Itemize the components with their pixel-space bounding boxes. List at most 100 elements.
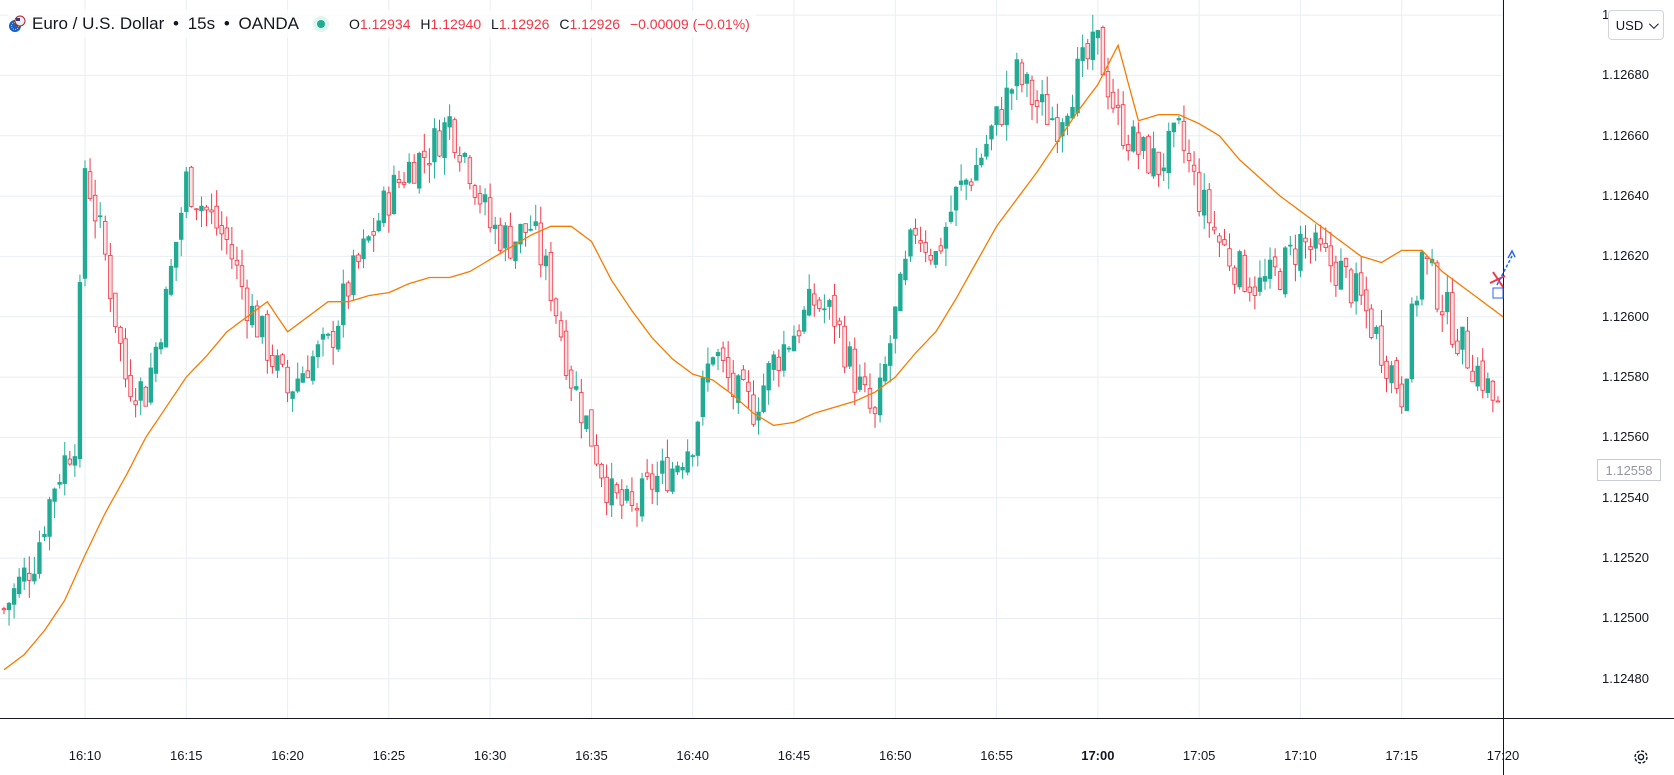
- candle-body: [1267, 259, 1273, 279]
- time-tick-label: 16:30: [473, 748, 507, 763]
- candle-body: [872, 407, 878, 415]
- candle-body: [346, 282, 351, 297]
- time-tick-label: 17:10: [1284, 748, 1317, 763]
- gear-icon[interactable]: [1630, 746, 1652, 768]
- price-tick-label: 1.12580: [1602, 369, 1649, 385]
- candle-body: [330, 331, 336, 348]
- time-tick-label: 16:40: [676, 748, 709, 763]
- candle-body: [214, 205, 219, 229]
- candle-body: [655, 475, 660, 493]
- candle-body: [173, 241, 179, 268]
- time-tick-label: 16:45: [777, 748, 811, 763]
- candle-body: [963, 179, 969, 185]
- candle-body: [579, 392, 584, 424]
- candle-body: [1257, 277, 1263, 292]
- candle-body: [1374, 326, 1379, 335]
- candle-body: [204, 206, 209, 211]
- candle-body: [1019, 62, 1025, 86]
- candle-body: [1460, 326, 1465, 350]
- candle-body: [371, 231, 376, 236]
- candle-body: [260, 315, 265, 338]
- candle-body: [128, 375, 133, 398]
- time-tick-label: 16:35: [575, 748, 608, 763]
- candle-body: [92, 194, 98, 222]
- candle-body: [179, 212, 184, 240]
- chevron-down-icon: [1649, 18, 1660, 29]
- price-tick-label: 1.12680: [1602, 67, 1649, 83]
- candle-body: [148, 367, 154, 403]
- candle-body: [903, 258, 908, 281]
- candle-body: [143, 386, 148, 407]
- candles: [1, 14, 1501, 626]
- candle-body: [1151, 148, 1156, 177]
- price-tick-label: 1.12480: [1602, 670, 1649, 686]
- candle-body: [351, 255, 356, 296]
- candle-body: [614, 484, 619, 494]
- candle-body: [11, 588, 17, 605]
- candle-body: [675, 465, 680, 473]
- candle-body: [670, 468, 675, 492]
- candle-body: [305, 370, 311, 379]
- candle-body: [958, 180, 964, 185]
- candle-body: [1409, 303, 1415, 380]
- candle-body: [888, 343, 893, 366]
- candle-body: [1075, 58, 1080, 114]
- candle-body: [776, 356, 782, 371]
- candle-body: [52, 488, 57, 502]
- candle-body: [477, 193, 483, 205]
- symbol-title[interactable]: Euro / U.S. Dollar • 15s • OANDA: [32, 14, 299, 34]
- candle-body: [16, 576, 22, 595]
- candle-body: [969, 181, 974, 186]
- candle-body: [771, 354, 776, 370]
- candle-body: [877, 377, 883, 416]
- candle-body: [1115, 104, 1121, 109]
- time-tick-label: 17:00: [1081, 748, 1115, 763]
- candle-body: [751, 394, 756, 425]
- candle-body: [118, 326, 123, 344]
- candle-body: [680, 466, 685, 471]
- interval-label: 15s: [187, 14, 216, 33]
- candle-body: [842, 325, 847, 368]
- candle-body: [1303, 237, 1308, 243]
- candle-body: [1161, 167, 1166, 172]
- candle-body: [1313, 232, 1318, 249]
- candle-body: [1217, 235, 1222, 243]
- candle-body: [249, 305, 255, 326]
- candle-body: [741, 369, 746, 380]
- candle-body: [710, 357, 716, 365]
- candle-body: [325, 333, 331, 336]
- change-value: −0.00009 (−0.01%): [629, 16, 750, 32]
- candle-body: [781, 344, 787, 371]
- candle-body: [123, 338, 128, 380]
- candle-body: [690, 455, 695, 457]
- euro-flag-icon[interactable]: [8, 15, 26, 33]
- candle-body: [984, 143, 989, 157]
- time-tick-label: 17:15: [1385, 748, 1418, 763]
- candle-body: [391, 174, 397, 215]
- currency-button[interactable]: USD: [1608, 10, 1664, 40]
- last-price-badge: 1.12558: [1597, 459, 1661, 481]
- candle-body: [731, 372, 736, 397]
- candle-body: [37, 542, 42, 574]
- candle-body: [1283, 247, 1288, 295]
- candle-body: [1445, 292, 1450, 313]
- market-status-icon[interactable]: [313, 16, 329, 32]
- candle-body: [1440, 311, 1445, 316]
- candle-body: [1156, 151, 1161, 175]
- candle-body: [1318, 238, 1323, 245]
- candle-body: [472, 185, 478, 198]
- candle-body: [361, 238, 366, 260]
- candle-body: [234, 259, 240, 266]
- exchange-label: OANDA: [238, 14, 299, 33]
- candle-body: [1227, 248, 1232, 267]
- candle-body: [634, 508, 640, 511]
- candle-body: [1353, 273, 1359, 302]
- candle-body: [47, 499, 52, 537]
- candle-body: [432, 128, 437, 163]
- candle-body: [1055, 117, 1060, 142]
- candle-body: [406, 161, 412, 183]
- candle-body: [822, 308, 827, 311]
- candle-body: [1095, 30, 1101, 39]
- candle-body: [1207, 189, 1212, 224]
